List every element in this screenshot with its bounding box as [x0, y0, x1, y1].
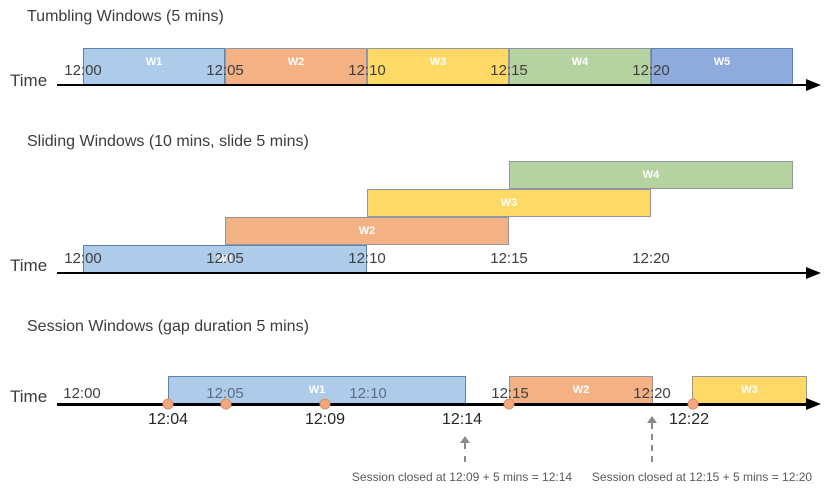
window-bar-tumbling-w2: W2: [225, 48, 367, 85]
tick-label: 12:10: [348, 62, 386, 79]
window-bar-sliding-w3: W3: [367, 189, 651, 217]
session-close-arrow: [647, 416, 657, 462]
window-bar-label: W1: [308, 383, 326, 396]
session-close-note: Session closed at 12:15 + 5 mins = 12:20: [591, 470, 813, 484]
dashed-line: [651, 423, 653, 462]
tick-label: 12:05: [206, 250, 244, 267]
window-bar-sliding-w2: W2: [225, 217, 509, 245]
window-bar-sliding-w1: W1: [83, 245, 367, 273]
window-bar-label: W4: [642, 168, 660, 181]
timeline-arrow-icon: [806, 267, 821, 279]
tick-label: 12:20: [633, 385, 671, 402]
window-bar-tumbling-w1: W1: [83, 48, 225, 85]
event-dot-icon: [162, 398, 174, 410]
window-bar-label: W2: [358, 224, 376, 237]
window-bar-label: W3: [429, 56, 447, 68]
tick-label: 12:15: [490, 250, 528, 267]
tick-label: 12:20: [632, 250, 670, 267]
tick-label: 12:15: [490, 62, 528, 79]
window-bar-session-w2: W2: [509, 376, 653, 404]
timeline-axis-tumbling: [57, 84, 806, 86]
tick-label: 12:20: [632, 62, 670, 79]
event-dot-icon: [319, 398, 331, 410]
section-title-sliding: Sliding Windows (10 mins, slide 5 mins): [27, 133, 309, 150]
event-time-label: 12:09: [304, 411, 346, 428]
arrow-up-icon: [460, 436, 470, 443]
window-bar-label: W1: [145, 56, 163, 68]
window-bar-label: W2: [287, 56, 305, 68]
section-title-session: Session Windows (gap duration 5 mins): [27, 318, 309, 335]
window-bar-tumbling-w3: W3: [367, 48, 509, 85]
tick-label: 12:15: [491, 385, 529, 402]
tick-label: 12:00: [64, 62, 102, 79]
dashed-line: [464, 443, 466, 462]
tick-label: 12:00: [63, 385, 101, 402]
tick-label: 12:05: [206, 385, 244, 402]
session-close-arrow: [460, 436, 470, 462]
window-bar-session-w3: W3: [692, 376, 807, 404]
timeline-axis-session: [57, 402, 806, 406]
timeline-arrow-icon: [806, 398, 821, 410]
timeline-axis-sliding: [57, 272, 806, 274]
window-bar-tumbling-w4: W4: [509, 48, 651, 85]
time-axis-label: Time: [10, 256, 48, 275]
time-axis-label: Time: [10, 71, 48, 90]
tick-label: 12:10: [349, 385, 387, 402]
window-bar-label: W3: [741, 383, 758, 396]
event-dot-icon: [503, 398, 515, 410]
window-bar-label: W2: [572, 383, 590, 396]
arrow-up-icon: [647, 416, 657, 423]
tick-label: 12:10: [348, 250, 386, 267]
window-bar-sliding-w4: W4: [509, 161, 793, 189]
window-bar-label: W5: [713, 56, 731, 68]
timeline-arrow-icon: [806, 79, 821, 91]
section-title-tumbling: Tumbling Windows (5 mins): [27, 8, 224, 25]
event-dot-icon: [220, 398, 232, 410]
event-time-label: 12:04: [147, 411, 189, 428]
window-bar-label: W4: [571, 56, 589, 68]
window-bar-session-w1: W1: [168, 376, 466, 404]
time-axis-label: Time: [10, 387, 48, 406]
session-close-note: Session closed at 12:09 + 5 mins = 12:14: [351, 470, 573, 484]
tick-label: 12:05: [206, 62, 244, 79]
event-time-label: 12:22: [668, 411, 710, 428]
window-bar-tumbling-w5: W5: [651, 48, 793, 85]
tick-label: 12:00: [64, 250, 102, 267]
window-bar-label: W3: [500, 196, 518, 209]
event-time-label: 12:14: [441, 411, 483, 428]
window-bar-label: W1: [216, 252, 234, 265]
event-dot-icon: [687, 398, 699, 410]
